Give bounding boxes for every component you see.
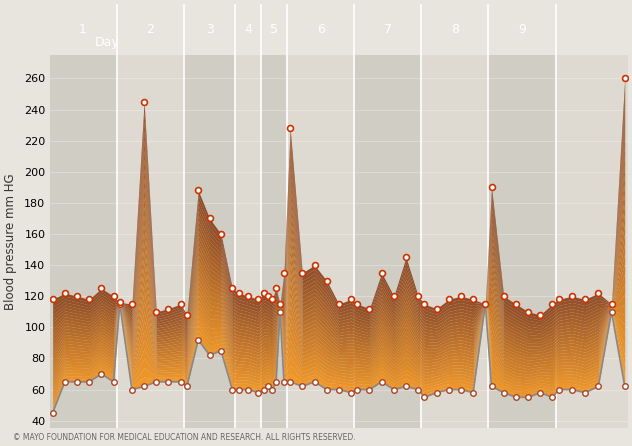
Point: [334, 301, 344, 308]
Bar: [117, 55, 184, 429]
Point: [127, 301, 137, 308]
Point: [499, 293, 509, 300]
Point: [365, 305, 375, 312]
Text: 8: 8: [451, 23, 459, 36]
Point: [253, 296, 263, 303]
Point: [243, 293, 253, 300]
Point: [151, 308, 161, 315]
Point: [164, 305, 174, 312]
Point: [377, 269, 387, 277]
Point: [279, 269, 289, 277]
Point: [567, 293, 577, 300]
Point: [259, 289, 269, 297]
Text: 9: 9: [518, 23, 526, 36]
Point: [310, 261, 320, 268]
Point: [389, 293, 399, 300]
Point: [47, 296, 58, 303]
Point: [285, 124, 295, 132]
Point: [84, 296, 94, 303]
Point: [487, 184, 497, 191]
Bar: [422, 55, 489, 429]
Text: © MAYO FOUNDATION FOR MEDICAL EDUCATION AND RESEARCH. ALL RIGHTS RESERVED.: © MAYO FOUNDATION FOR MEDICAL EDUCATION …: [13, 433, 355, 442]
Point: [96, 285, 106, 292]
Y-axis label: Blood pressure mm HG: Blood pressure mm HG: [4, 173, 17, 310]
Point: [182, 311, 192, 318]
Point: [109, 293, 119, 300]
Text: 1: 1: [79, 23, 87, 36]
Point: [114, 299, 125, 306]
Text: Day: Day: [95, 36, 120, 49]
Point: [271, 285, 281, 292]
Point: [511, 301, 521, 308]
Point: [456, 293, 466, 300]
Bar: [556, 55, 628, 429]
Bar: [489, 55, 556, 429]
Bar: [354, 55, 422, 429]
Bar: [235, 55, 261, 429]
Point: [607, 301, 617, 308]
Point: [480, 301, 490, 308]
Point: [593, 289, 604, 297]
Bar: [184, 55, 235, 429]
Point: [413, 293, 423, 300]
Point: [620, 75, 630, 82]
Point: [233, 289, 243, 297]
Text: 2: 2: [146, 23, 154, 36]
Point: [72, 293, 82, 300]
Point: [297, 269, 307, 277]
Point: [432, 305, 442, 312]
Text: 3: 3: [205, 23, 214, 36]
Text: 4: 4: [245, 23, 252, 36]
Text: 7: 7: [384, 23, 392, 36]
Point: [267, 296, 277, 303]
Point: [444, 296, 454, 303]
Point: [216, 231, 226, 238]
Point: [420, 301, 430, 308]
Point: [322, 277, 332, 284]
Point: [139, 98, 149, 105]
Point: [547, 301, 557, 308]
Point: [205, 215, 215, 222]
Point: [275, 301, 285, 308]
Bar: [49, 55, 117, 429]
Point: [554, 296, 564, 303]
Point: [176, 301, 186, 308]
Point: [523, 308, 533, 315]
Point: [401, 254, 411, 261]
Point: [346, 296, 356, 303]
Point: [535, 311, 545, 318]
Point: [263, 293, 273, 300]
Bar: [287, 55, 354, 429]
Point: [228, 285, 238, 292]
Text: 6: 6: [317, 23, 325, 36]
Point: [60, 289, 70, 297]
Point: [468, 296, 478, 303]
Point: [352, 301, 362, 308]
Point: [580, 296, 590, 303]
Bar: [261, 55, 287, 429]
Point: [193, 187, 204, 194]
Text: 5: 5: [270, 23, 278, 36]
